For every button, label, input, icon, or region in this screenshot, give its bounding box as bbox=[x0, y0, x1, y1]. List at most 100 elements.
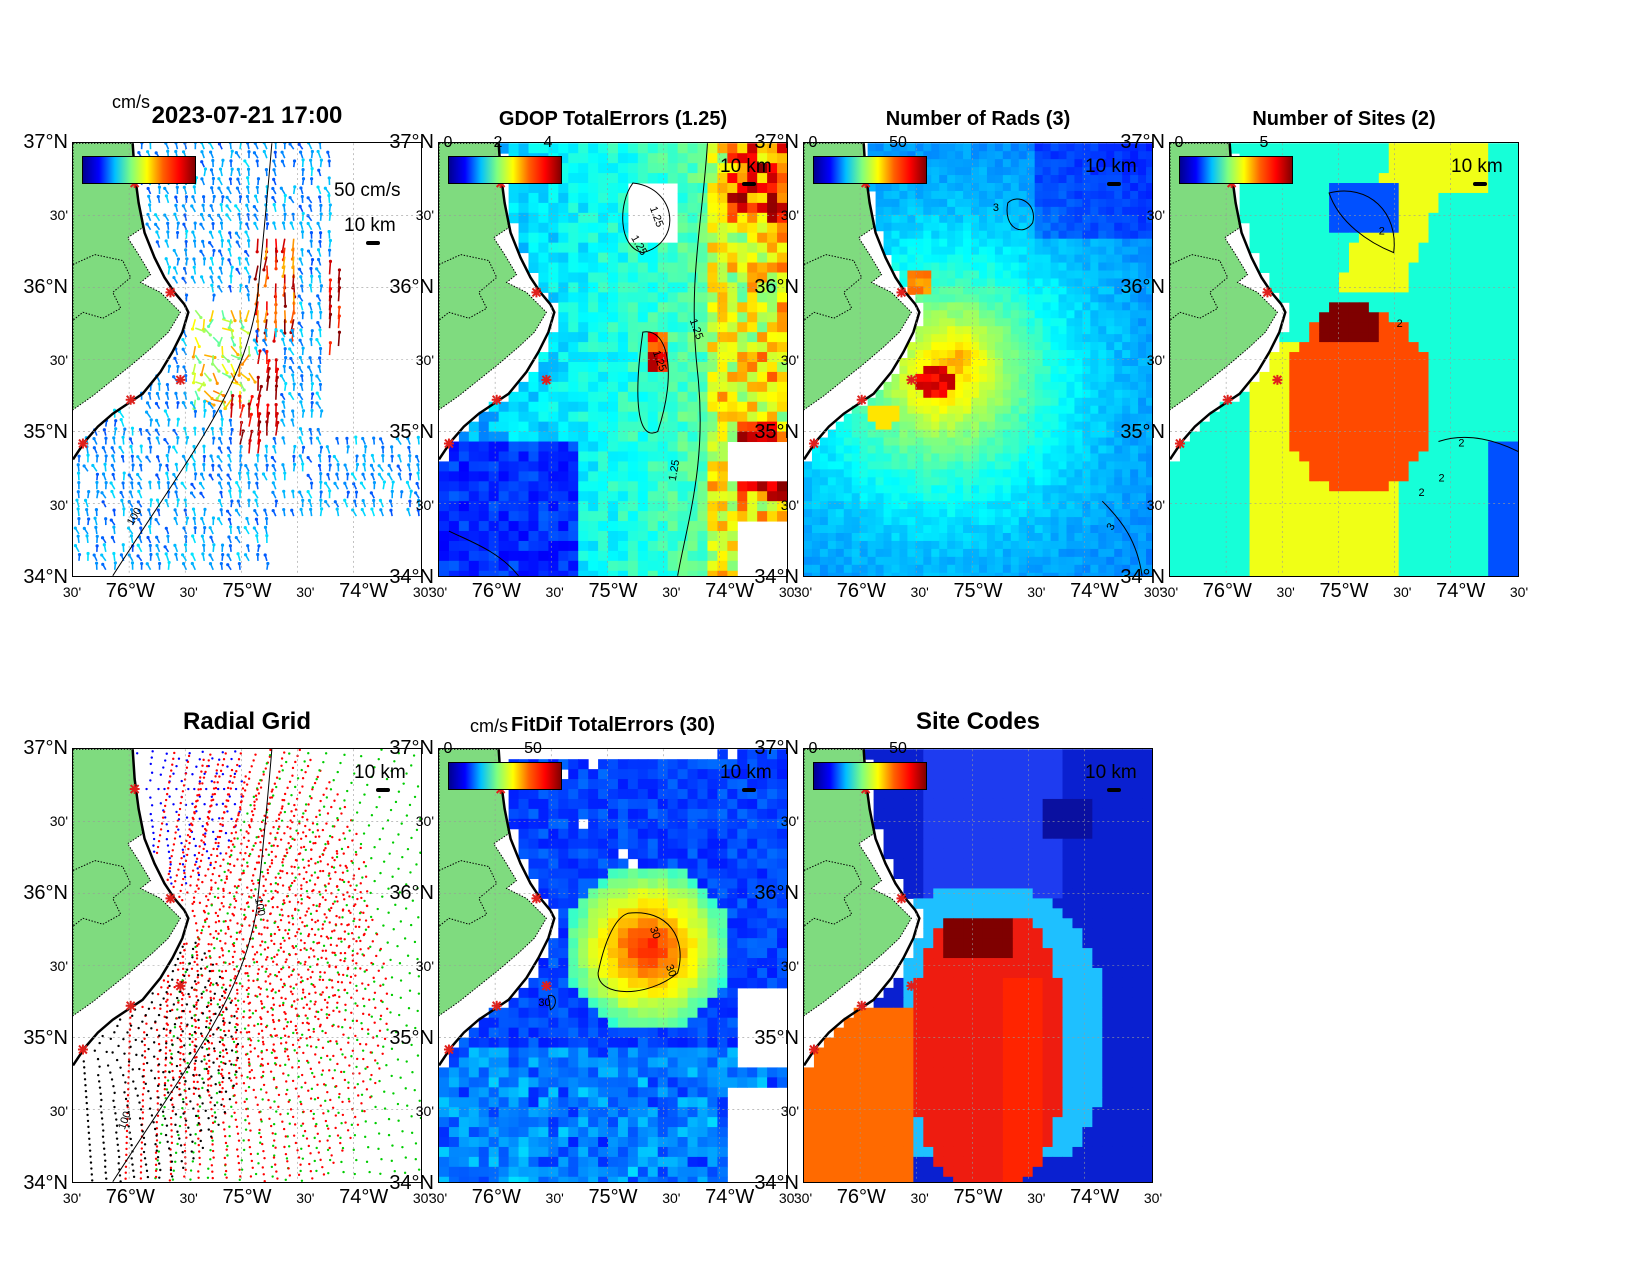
lat-tick-label: 30' bbox=[49, 812, 68, 829]
graticule bbox=[804, 749, 1152, 1182]
lon-tick-label: 76°W bbox=[836, 580, 886, 602]
lat-tick-label: 30' bbox=[415, 1102, 434, 1119]
lat-tick-label: 30' bbox=[415, 957, 434, 974]
site-marker bbox=[896, 287, 907, 298]
lon-tick-label: 75°W bbox=[588, 1186, 638, 1208]
scale-label: 10 km bbox=[1451, 156, 1503, 177]
lat-tick-label: 36°N bbox=[389, 276, 434, 298]
lat-tick-label: 30' bbox=[49, 957, 68, 974]
heatmap-cells bbox=[804, 143, 1152, 576]
lon-tick-label: 30' bbox=[1509, 584, 1529, 600]
lat-tick-label: 35°N bbox=[389, 421, 434, 443]
colorbar bbox=[82, 156, 196, 184]
lat-tick-label: 30' bbox=[49, 206, 68, 223]
lat-tick-label: 36°N bbox=[754, 882, 799, 904]
site-marker bbox=[77, 1044, 88, 1055]
site-marker bbox=[808, 438, 819, 449]
colorbar bbox=[1179, 156, 1293, 184]
site-marker bbox=[856, 1000, 867, 1011]
scale-bar bbox=[376, 788, 390, 792]
panel-title-radial-grid: Radial Grid bbox=[182, 708, 312, 735]
lon-tick-label: 30' bbox=[662, 1190, 681, 1206]
contour-label: 2 bbox=[1419, 487, 1425, 499]
lon-tick-label: 30' bbox=[62, 1190, 82, 1206]
lat-tick-label: 30' bbox=[49, 1102, 68, 1119]
site-marker bbox=[125, 1000, 136, 1011]
contour-label: 1.25 bbox=[647, 205, 666, 229]
scale-bar bbox=[742, 788, 756, 792]
lon-tick-label: 30' bbox=[296, 584, 315, 600]
colorbar bbox=[813, 762, 927, 790]
map-canvas: 2 2 2 2 2 bbox=[1169, 142, 1519, 577]
site-marker bbox=[531, 893, 542, 904]
contour-lines bbox=[112, 749, 273, 1182]
heatmap-cells bbox=[439, 749, 787, 1182]
site-marker bbox=[175, 980, 186, 991]
lat-tick-label: 36°N bbox=[23, 276, 68, 298]
contour-lines bbox=[448, 143, 708, 576]
colorbar-unit: cm/s bbox=[112, 92, 150, 112]
map-panel-gdop: 1.25 1.25 1.25 1.25 1.25 GDOP TotalErrors (1… bbox=[389, 108, 797, 602]
lon-tick-label: 30' bbox=[62, 584, 82, 600]
lon-tick-label: 76°W bbox=[471, 580, 521, 602]
lon-tick-label: 30' bbox=[179, 1190, 198, 1206]
contour-label: 2 bbox=[1438, 472, 1444, 484]
site-marker bbox=[856, 394, 867, 405]
site-marker bbox=[165, 893, 176, 904]
lat-tick-label: 37°N bbox=[1120, 131, 1165, 153]
lon-tick-label: 30' bbox=[1143, 584, 1163, 600]
land-island bbox=[804, 860, 863, 927]
lon-tick-label: 30' bbox=[428, 1190, 448, 1206]
land-island bbox=[73, 254, 132, 321]
site-marker bbox=[1174, 438, 1185, 449]
lon-tick-label: 30' bbox=[793, 584, 813, 600]
lon-tick-label: 74°W bbox=[1070, 580, 1120, 602]
contour-label: 2 bbox=[1458, 438, 1464, 450]
graticule bbox=[1170, 143, 1518, 576]
scale-label: 10 km bbox=[1085, 762, 1137, 783]
site-marker bbox=[175, 374, 186, 385]
lat-tick-label: 36°N bbox=[23, 882, 68, 904]
lat-tick-label: 35°N bbox=[754, 1027, 799, 1049]
colorbar-tick-label: 0 bbox=[808, 740, 818, 757]
map-canvas: 100 100 bbox=[72, 748, 422, 1183]
lat-tick-label: 35°N bbox=[1120, 421, 1165, 443]
site-marker bbox=[906, 374, 917, 385]
colorbar bbox=[813, 156, 927, 184]
site-marker bbox=[1272, 374, 1283, 385]
graticule bbox=[439, 143, 787, 576]
lon-tick-label: 30' bbox=[428, 584, 448, 600]
colorbar-tick-label: 5 bbox=[1259, 134, 1269, 151]
lat-tick-label: 30' bbox=[780, 812, 799, 829]
graticule bbox=[439, 749, 787, 1182]
lat-tick-label: 37°N bbox=[23, 737, 68, 759]
site-marker bbox=[531, 287, 542, 298]
lat-tick-label: 37°N bbox=[754, 737, 799, 759]
map-panel-num-sites: 2 2 2 2 2 Number of Sites (2) 0 5 37°N 30' 36°N 3… bbox=[1120, 108, 1528, 602]
lat-tick-label: 30' bbox=[415, 351, 434, 368]
colorbar-tick-label: 2 bbox=[493, 134, 503, 151]
lon-tick-label: 75°W bbox=[1319, 580, 1369, 602]
lat-tick-label: 37°N bbox=[754, 131, 799, 153]
radial-grid-points bbox=[82, 749, 421, 1182]
map-panel-fitdif: 30 30 30 FitDif TotalErrors (30) 0 50 cm/s 37… bbox=[389, 714, 797, 1208]
panel-title-fitdif: FitDif TotalErrors (30) bbox=[510, 714, 716, 736]
lat-tick-label: 34°N bbox=[754, 1172, 799, 1194]
lon-tick-label: 30' bbox=[910, 1190, 929, 1206]
lat-tick-label: 30' bbox=[415, 496, 434, 513]
site-marker bbox=[896, 893, 907, 904]
colorbar-tick-label: 50 bbox=[889, 740, 907, 757]
scale-label: 10 km bbox=[1085, 156, 1137, 177]
colorbar-tick-label: 0 bbox=[1174, 134, 1184, 151]
contour-label: 100 bbox=[116, 1110, 134, 1131]
vector-scale-label: 50 cm/s bbox=[334, 180, 401, 201]
lon-tick-label: 74°W bbox=[1436, 580, 1486, 602]
lon-tick-label: 75°W bbox=[588, 580, 638, 602]
lat-tick-label: 34°N bbox=[754, 566, 799, 588]
heatmap-cells bbox=[804, 749, 1152, 1182]
contour-label: 3 bbox=[993, 202, 999, 214]
colorbar-tick-label: 50 bbox=[524, 740, 542, 757]
lat-tick-label: 30' bbox=[780, 351, 799, 368]
lat-tick-label: 34°N bbox=[23, 1172, 68, 1194]
map-canvas bbox=[803, 748, 1153, 1183]
